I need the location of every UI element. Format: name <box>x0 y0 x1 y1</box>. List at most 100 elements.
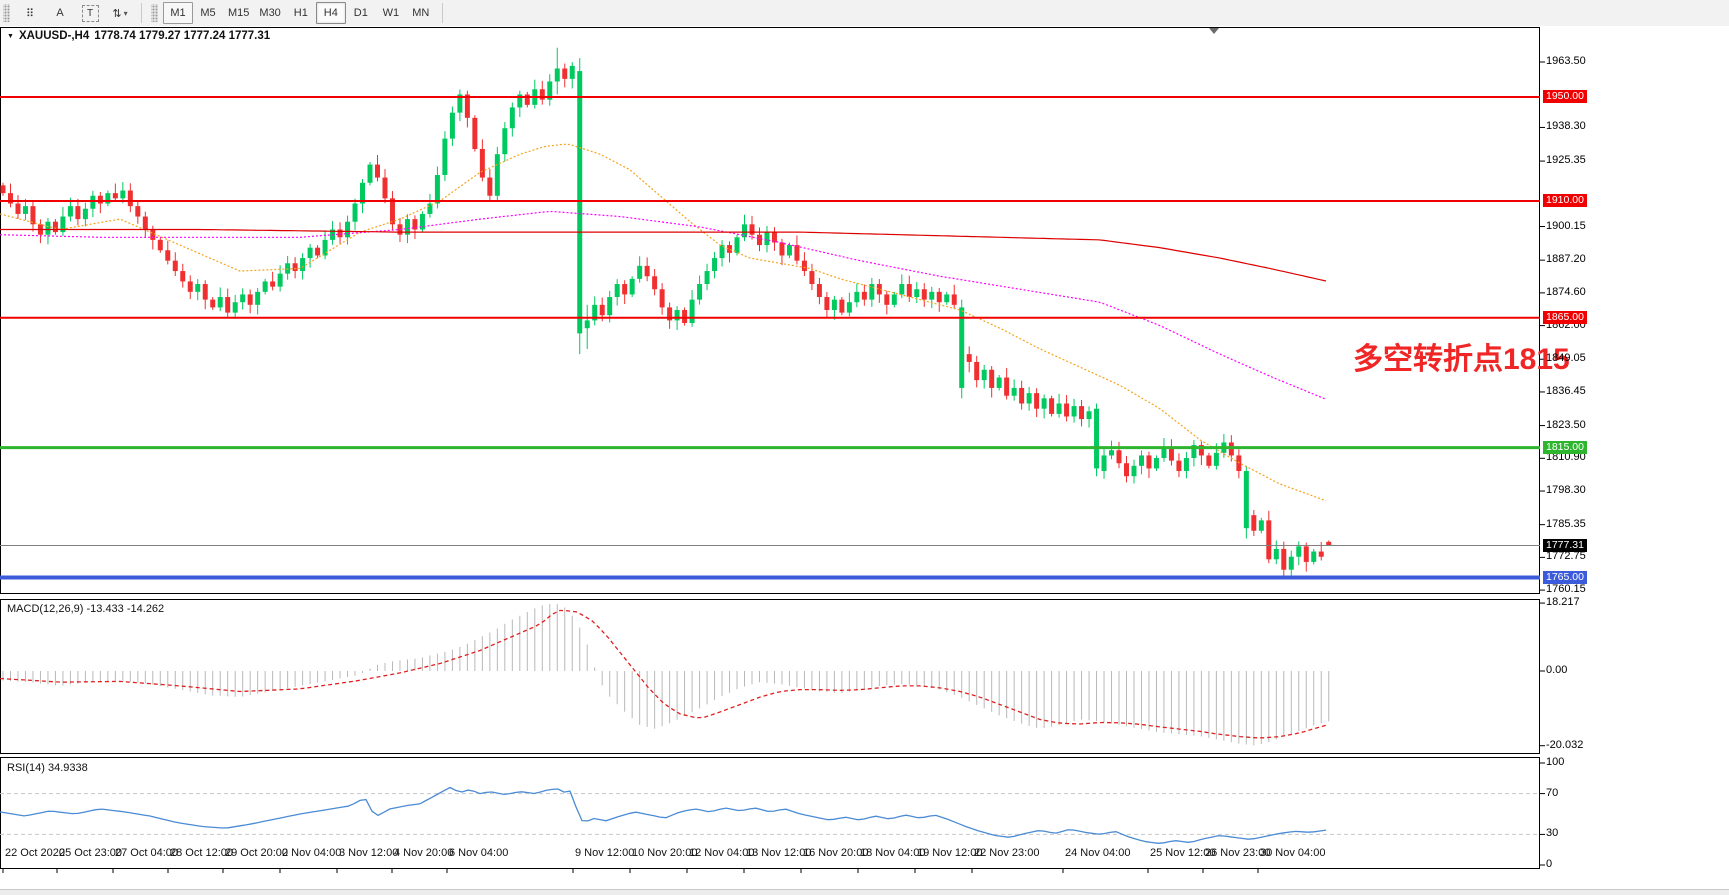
candle-body <box>674 310 680 321</box>
price-axis-label: 1963.50 <box>1546 55 1586 67</box>
candle-body <box>981 369 987 381</box>
candle-body <box>1041 398 1047 409</box>
toolbar-grip[interactable] <box>3 4 10 22</box>
timeframe-button-m5[interactable]: M5 <box>200 7 216 19</box>
candle-body <box>697 284 703 300</box>
timeframe-button-mn[interactable]: MN <box>412 7 430 19</box>
annotation-text: 多空转折点1815 <box>1353 343 1570 376</box>
symbol-dropdown-icon[interactable]: ▼ <box>7 32 14 40</box>
candle-body <box>494 154 500 196</box>
candle-body <box>562 68 568 79</box>
candle-body <box>1146 455 1152 469</box>
chart-shift-marker[interactable] <box>1209 28 1219 34</box>
cursor-a-icon[interactable]: A <box>56 7 64 19</box>
arrows-icon[interactable]: ⇅ ▾ <box>112 7 128 20</box>
price-axis-label: 1772.75 <box>1546 550 1586 563</box>
candle-body <box>876 284 882 295</box>
candle-body <box>921 289 927 300</box>
dropdown-caret-icon[interactable]: ▾ <box>123 8 128 18</box>
candle-body <box>270 281 276 287</box>
chart-grid-icon[interactable]: ⠿ <box>25 7 35 20</box>
candle-body <box>801 260 807 272</box>
ohlc-close: 1777.31 <box>228 30 271 42</box>
time-axis-label: 2 Nov 04:00 <box>282 847 342 859</box>
macd-axis-label: 18.217 <box>1546 596 1580 609</box>
candle-body <box>884 294 890 305</box>
candle-body <box>1064 403 1070 417</box>
time-axis-label: 4 Nov 20:00 <box>394 847 454 859</box>
time-axis-label: 10 Nov 20:00 <box>632 847 698 859</box>
ohlc-high: 1779.27 <box>139 30 181 42</box>
candle-body <box>449 112 455 139</box>
candle-body <box>644 265 650 277</box>
candle-body <box>30 206 36 225</box>
price-axis-label: 1810.90 <box>1546 451 1586 464</box>
rsi-panel-frame <box>0 757 1540 869</box>
time-axis-label: 22 Nov 23:00 <box>974 847 1040 859</box>
candle-body <box>539 89 545 100</box>
candle-body <box>412 219 418 230</box>
candle-body <box>75 206 81 220</box>
tool-icon-group: ⠿ A T ⇅ ▾ <box>15 2 135 24</box>
candle-body <box>1206 455 1212 466</box>
candle-body <box>742 224 748 238</box>
timeframe-button-d1[interactable]: D1 <box>353 7 368 19</box>
candle-body <box>442 138 448 175</box>
timeframe-button-m1[interactable]: M1 <box>163 2 193 24</box>
candle-body <box>846 302 852 313</box>
price-level-badge: 1815.00 <box>1543 440 1587 454</box>
candle-body <box>1236 455 1242 472</box>
candle-body <box>247 294 253 305</box>
candle-body <box>899 284 905 295</box>
candle-body <box>1049 398 1055 414</box>
candle-body <box>404 219 410 235</box>
candle-body <box>1303 546 1309 562</box>
toolbar-grip[interactable] <box>151 4 158 22</box>
candle-body <box>989 369 995 388</box>
price-axis-label: 1760.15 <box>1546 583 1586 596</box>
macd-axis-label: 0.00 <box>1546 664 1568 676</box>
timeframe-button-m30[interactable]: M30 <box>259 7 281 19</box>
chart-surface[interactable]: ▼ XAUUSD-,H4 1778.74 1779.27 1777.24 177… <box>0 26 1729 895</box>
candle-body <box>277 273 283 287</box>
candle-body <box>1258 520 1264 531</box>
candle-body <box>607 297 613 316</box>
candle-body <box>577 71 583 334</box>
candle-body <box>135 206 141 217</box>
candle-body <box>869 284 875 300</box>
candle-body <box>375 164 380 178</box>
candle-body <box>839 299 845 313</box>
candle-body <box>232 302 238 313</box>
candle-body <box>60 216 66 233</box>
ma-fast-orange <box>0 143 1327 502</box>
chart-canvas[interactable] <box>0 26 1729 895</box>
candle-body <box>667 307 673 321</box>
candle-body <box>262 281 268 292</box>
candle-body <box>1168 447 1174 461</box>
time-axis-label: 13 Nov 12:00 <box>746 847 812 859</box>
time-axis-label: 3 Nov 12:00 <box>339 847 399 859</box>
timeframe-button-h4[interactable]: H4 <box>315 2 346 24</box>
candle-body <box>1318 551 1324 557</box>
candle-body <box>599 304 605 316</box>
candle-body <box>502 128 508 155</box>
candle-body <box>727 245 733 253</box>
timeframe-button-w1[interactable]: W1 <box>382 7 400 19</box>
ma-slow-red <box>0 228 1327 282</box>
timeframe-button-m15[interactable]: M15 <box>228 7 250 19</box>
chart-title: ▼ XAUUSD-,H4 1778.74 1779.27 1777.24 177… <box>7 30 270 42</box>
candle-body <box>719 245 725 259</box>
price-level-badge: 1865.00 <box>1543 310 1587 324</box>
candle-body <box>659 289 665 308</box>
candle-body <box>1034 393 1040 409</box>
candle-body <box>434 174 440 204</box>
candle-body <box>1056 403 1062 414</box>
candle-body <box>771 232 777 243</box>
candle-body <box>1273 548 1279 560</box>
text-tool-icon[interactable]: T <box>75 2 105 24</box>
candle-body <box>547 81 553 100</box>
timeframe-button-h1[interactable]: H1 <box>293 7 308 19</box>
candle-body <box>1086 411 1092 420</box>
rsi-value: 34.9338 <box>47 762 88 774</box>
